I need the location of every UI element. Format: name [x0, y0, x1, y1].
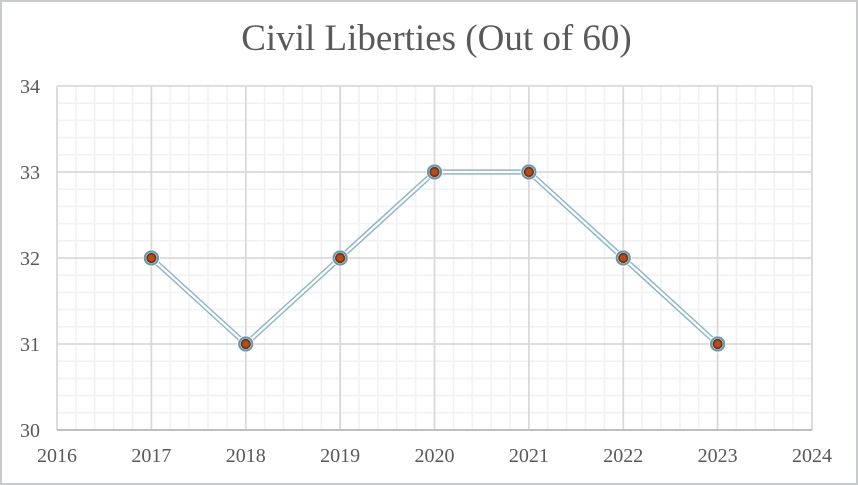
x-axis-tick-label: 2022	[603, 445, 643, 467]
x-axis-tick-label: 2023	[698, 445, 738, 467]
chart-title: Civil Liberties (Out of 60)	[241, 18, 632, 59]
data-point-marker	[523, 166, 535, 178]
data-point-marker	[240, 338, 251, 350]
y-axis-tick-label: 32	[20, 248, 40, 270]
x-axis-tick-label: 2017	[131, 445, 171, 467]
y-axis-tick-label: 31	[20, 334, 40, 356]
x-axis-tick-label: 2024	[792, 445, 832, 467]
data-point-marker	[712, 338, 723, 350]
data-point-marker	[146, 252, 157, 264]
x-axis-tick-label: 2016	[37, 445, 77, 467]
x-axis-tick-label: 2018	[226, 445, 266, 467]
data-point-marker	[429, 166, 440, 178]
y-axis-tick-label: 30	[20, 420, 40, 442]
data-point-marker	[334, 252, 346, 264]
data-point-marker	[618, 252, 629, 264]
y-axis-tick-label: 33	[20, 162, 40, 184]
x-axis-tick-label: 2019	[320, 445, 360, 467]
x-axis-tick-label: 2020	[415, 445, 455, 467]
x-axis-tick-label: 2021	[509, 445, 549, 467]
y-axis-tick-label: 34	[20, 76, 40, 98]
